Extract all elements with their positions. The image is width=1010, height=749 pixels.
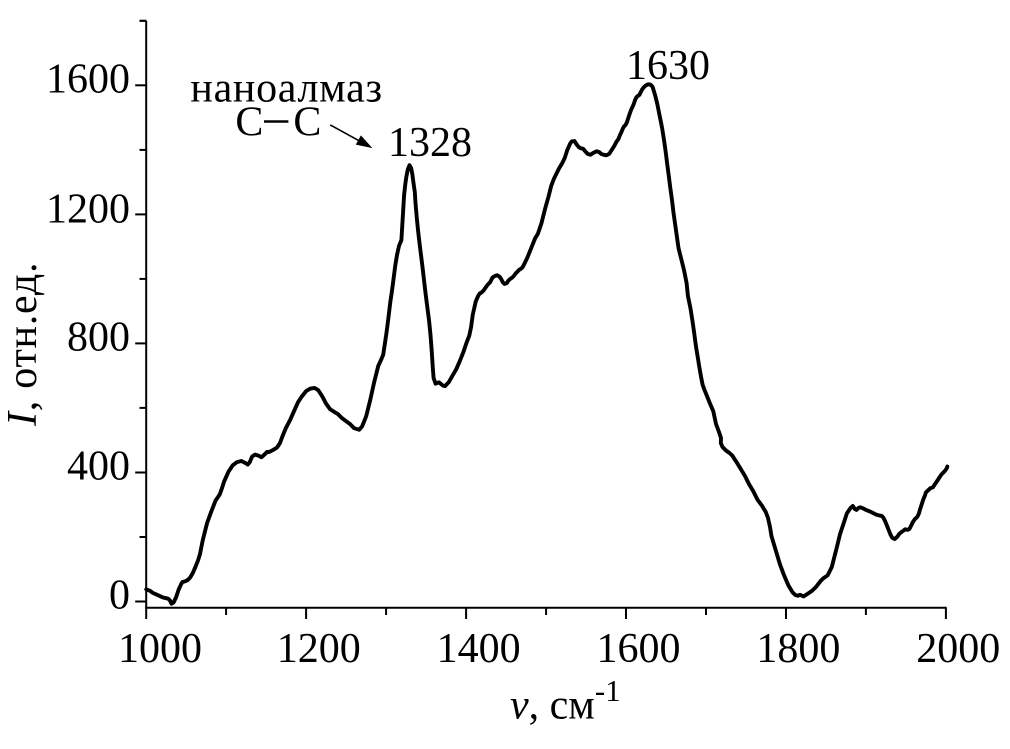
svg-text:1600: 1600 bbox=[46, 57, 130, 103]
svg-text:С: С bbox=[235, 100, 263, 146]
svg-text:1200: 1200 bbox=[277, 626, 361, 672]
svg-text:2000: 2000 bbox=[916, 626, 1000, 672]
svg-text:наноалмаз: наноалмаз bbox=[190, 66, 382, 112]
svg-text:1400: 1400 bbox=[437, 626, 521, 672]
svg-text:1328: 1328 bbox=[388, 120, 472, 166]
svg-text:ν, см-1: ν, см-1 bbox=[510, 673, 621, 729]
svg-text:1800: 1800 bbox=[756, 626, 840, 672]
svg-text:1600: 1600 bbox=[597, 626, 681, 672]
svg-text:С: С bbox=[293, 100, 321, 146]
svg-text:0: 0 bbox=[109, 573, 130, 619]
svg-text:400: 400 bbox=[67, 444, 130, 490]
svg-text:1000: 1000 bbox=[118, 626, 202, 672]
svg-text:I, отн.ед.: I, отн.ед. bbox=[0, 262, 46, 427]
svg-text:800: 800 bbox=[67, 315, 130, 361]
svg-text:1630: 1630 bbox=[626, 43, 710, 89]
svg-text:1200: 1200 bbox=[46, 187, 130, 233]
